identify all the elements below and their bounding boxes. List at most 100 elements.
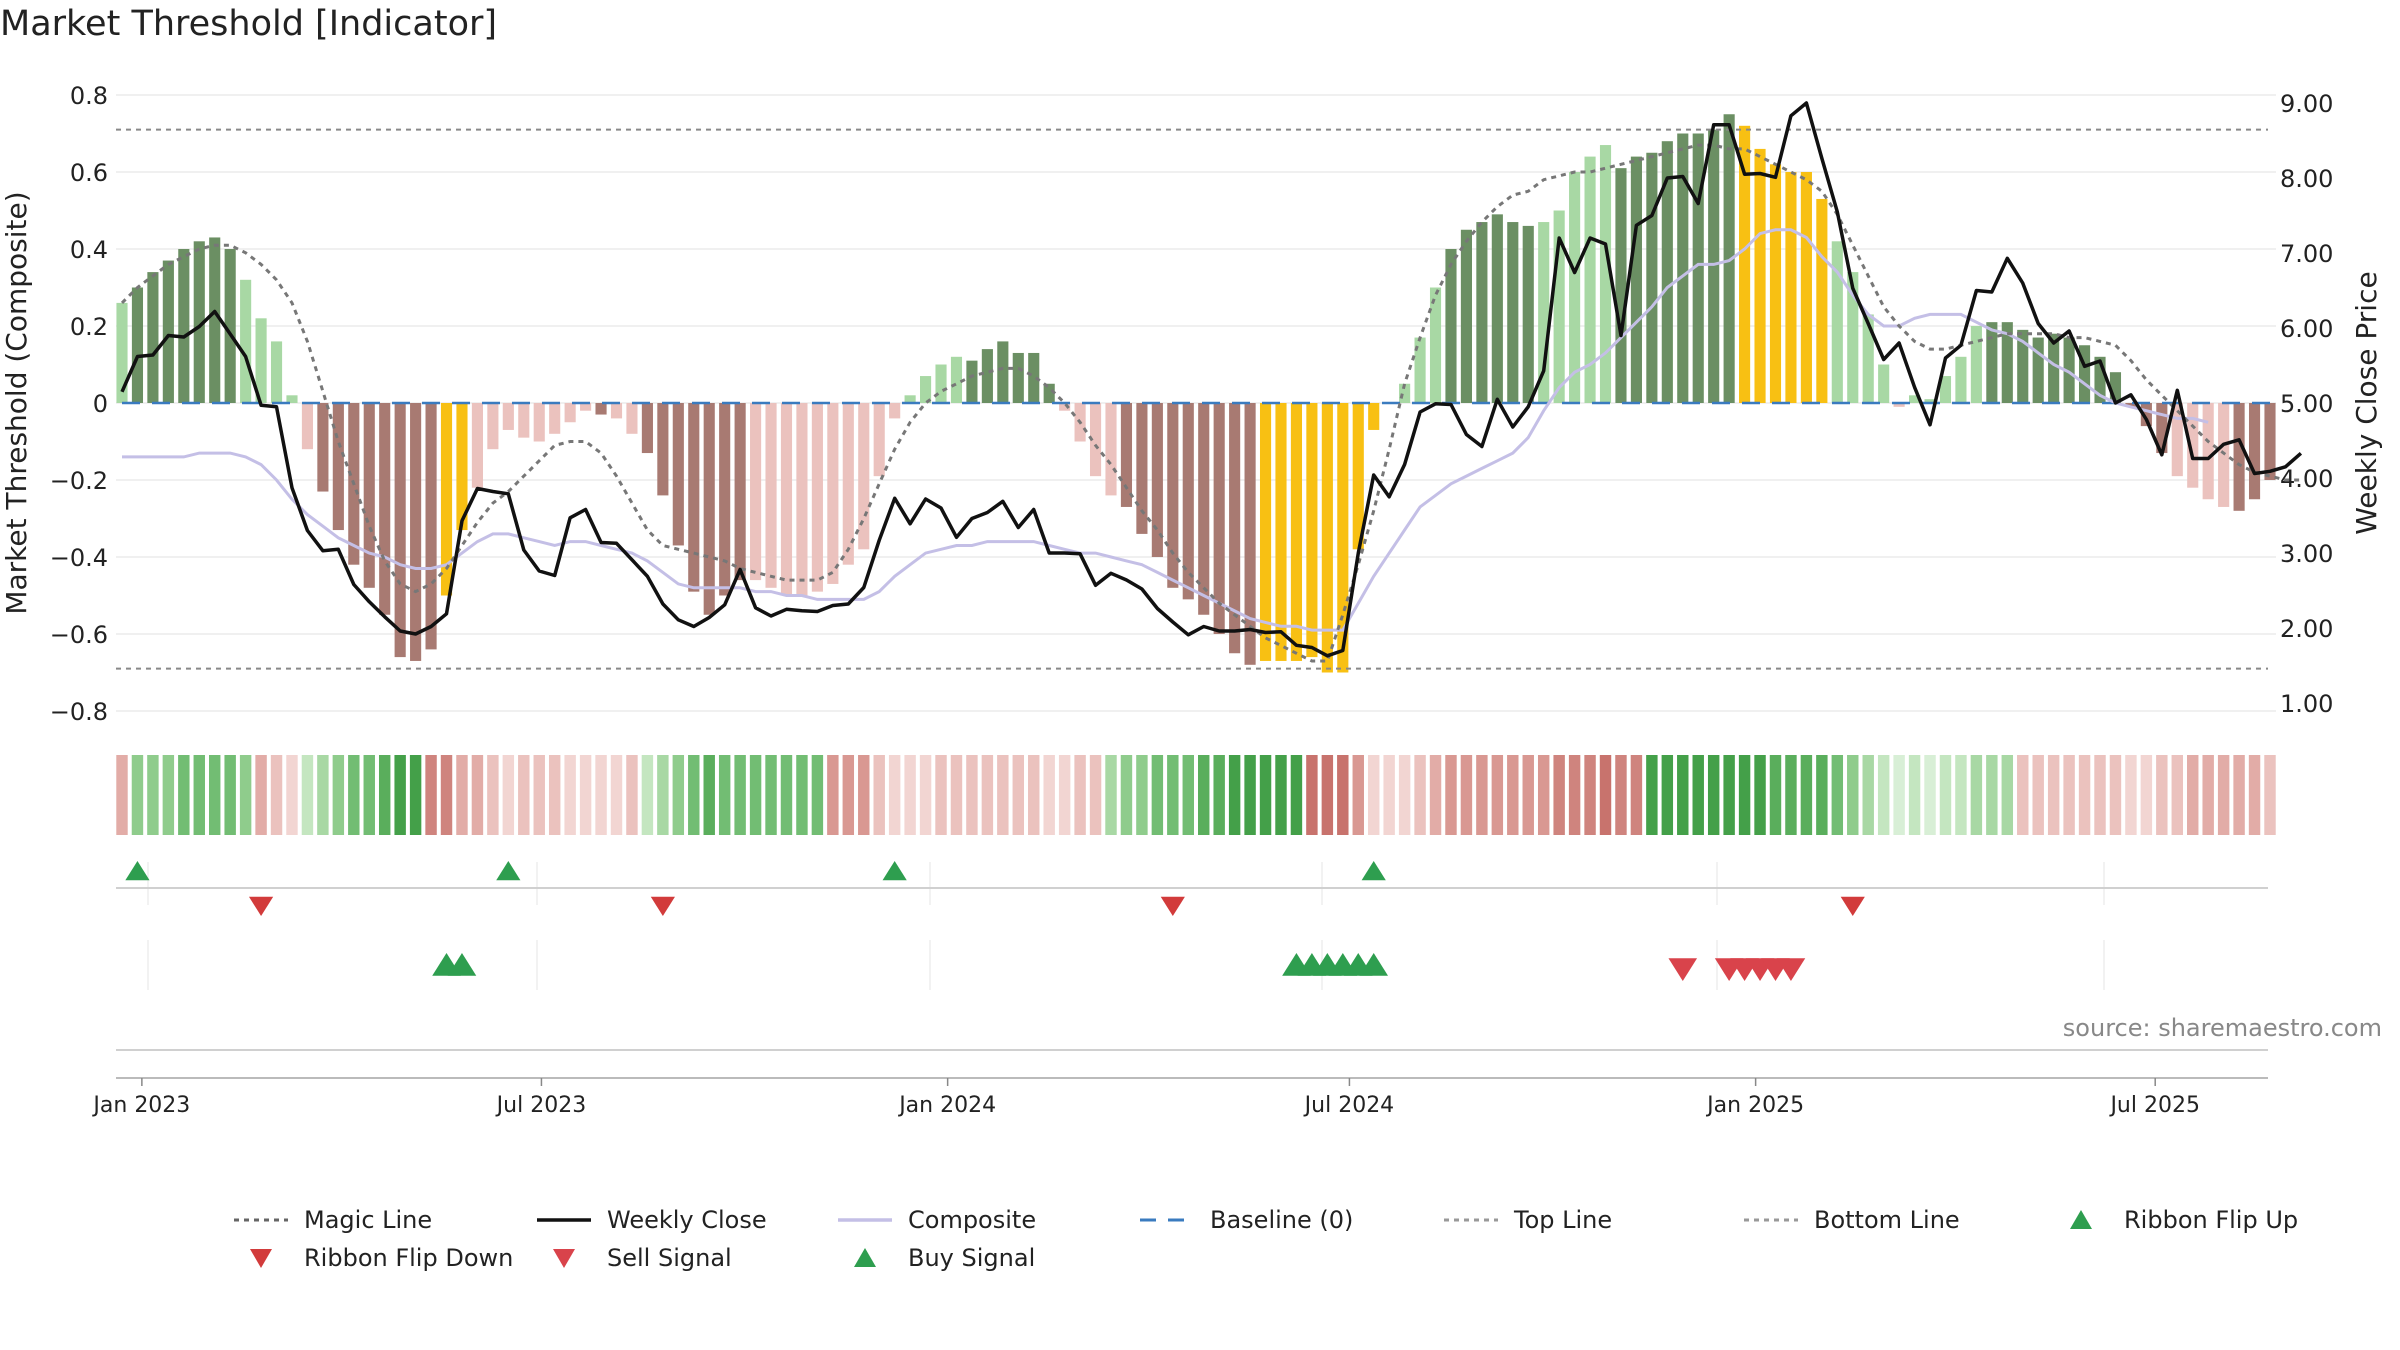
ribbon-cell [1352,755,1364,835]
histogram-bar [1429,287,1442,403]
histogram-bar [518,403,530,438]
ribbon-cell [734,755,746,835]
ribbon-cell [595,755,607,835]
histogram-bar [1939,376,1952,403]
histogram-bar [1831,241,1843,403]
ribbon-cell [2248,755,2261,835]
ribbon-cell [1074,755,1086,835]
legend-triangle-up-icon [854,1248,876,1267]
legend-item: Buy Signal [834,1240,1035,1276]
ribbon-cell [966,755,978,835]
ribbon-cell [997,755,1009,835]
ribbon-cell [1568,755,1581,835]
ribbon-cell [672,755,685,835]
ribbon-cell [1383,755,1395,835]
histogram-bar [270,341,283,403]
ribbon-cell [2156,755,2168,835]
magic-line [120,143,2301,663]
histogram-bar [193,241,205,403]
ribbon-cell [2032,755,2044,835]
ribbon-cell [749,755,762,835]
buy-signal-marker [447,953,477,976]
histogram-bar [131,287,144,403]
histogram-bar [1893,403,1905,407]
ribbon-cell [409,755,422,835]
left-tick-label: −0.6 [50,621,108,649]
histogram-bar [487,403,499,450]
histogram-bar [1569,172,1581,403]
ribbon-cell [1877,755,1890,835]
ribbon-cell [2017,755,2029,835]
histogram-bar [2171,403,2183,477]
ribbon-cell [1893,755,1905,835]
ribbon-flip-up-marker [882,861,907,881]
ribbon-cell [579,755,592,835]
ribbon-cell [688,755,700,835]
ribbon-cell [1275,755,1287,835]
legend-label: Ribbon Flip Up [2124,1206,2299,1234]
left-tick-label: 0 [93,390,108,418]
left-tick-label: 0.4 [70,236,108,264]
histogram-bar [286,395,298,403]
ribbon-cell [827,755,839,835]
histogram-bar [394,403,406,658]
ribbon-cell [1445,755,1457,835]
histogram-bar [425,403,437,650]
ribbon-cell [610,755,623,835]
histogram-bar [1615,168,1627,403]
ribbon-cell [1398,755,1411,835]
histogram-bar [502,403,514,430]
histogram-bar [533,403,545,442]
legend-label: Sell Signal [607,1244,732,1272]
ribbon-cell [1970,755,1983,835]
histogram-bar [1986,322,1998,403]
ribbon-flip-up-marker [496,861,521,881]
histogram-bar [719,403,731,596]
ribbon-cell [317,755,329,835]
ribbon-cell [2094,755,2106,835]
ribbon-cell [378,755,391,835]
ribbon-cell [1816,755,1828,835]
histogram-bar [1692,133,1704,403]
ribbon-cell [1537,755,1550,835]
ribbon-cell [796,755,808,835]
histogram-bar [1460,229,1472,403]
histogram-bar [2187,403,2199,488]
ribbon-cell [1785,755,1797,835]
ribbon-cell [1058,755,1071,835]
ribbon-cell [1151,755,1164,835]
legend-label: Ribbon Flip Down [304,1244,514,1272]
ribbon-strip [116,755,2276,835]
ribbon-cell [425,755,437,835]
histogram-bar [1970,326,1982,403]
ribbon-cell [811,755,824,835]
histogram-bar [950,356,963,403]
histogram-bar [1862,314,1874,403]
histogram-bars [116,114,2276,673]
left-tick-label: 0.6 [70,159,108,187]
ribbon-cell [2047,755,2060,835]
left-axis-label: Market Threshold (Composite) [0,191,33,614]
histogram-bar [1769,164,1782,403]
legend-triangle-down-icon [553,1249,575,1268]
ribbon-cell [981,755,994,835]
histogram-bar [1491,214,1503,403]
histogram-bar [379,403,391,615]
ribbon-cell [1460,755,1473,835]
legend-item: Magic Line [230,1202,432,1238]
ribbon-cell [1908,755,1921,835]
histogram-bar [2017,329,2029,403]
ribbon-cell [456,755,468,835]
histogram-bar [688,403,700,592]
ribbon-cell [718,755,731,835]
histogram-bar [1955,356,1967,403]
x-tick-label: Jan 2025 [1705,1093,1804,1118]
legend-solid-line-icon [537,1218,591,1222]
ribbon-flip-down-marker [248,896,274,916]
histogram-bar [1337,403,1349,673]
ribbon-cell [2109,755,2122,835]
histogram-bar [1553,210,1565,403]
ribbon-cell [301,755,314,835]
ribbon-cell [286,755,298,835]
ribbon-cell [765,755,777,835]
